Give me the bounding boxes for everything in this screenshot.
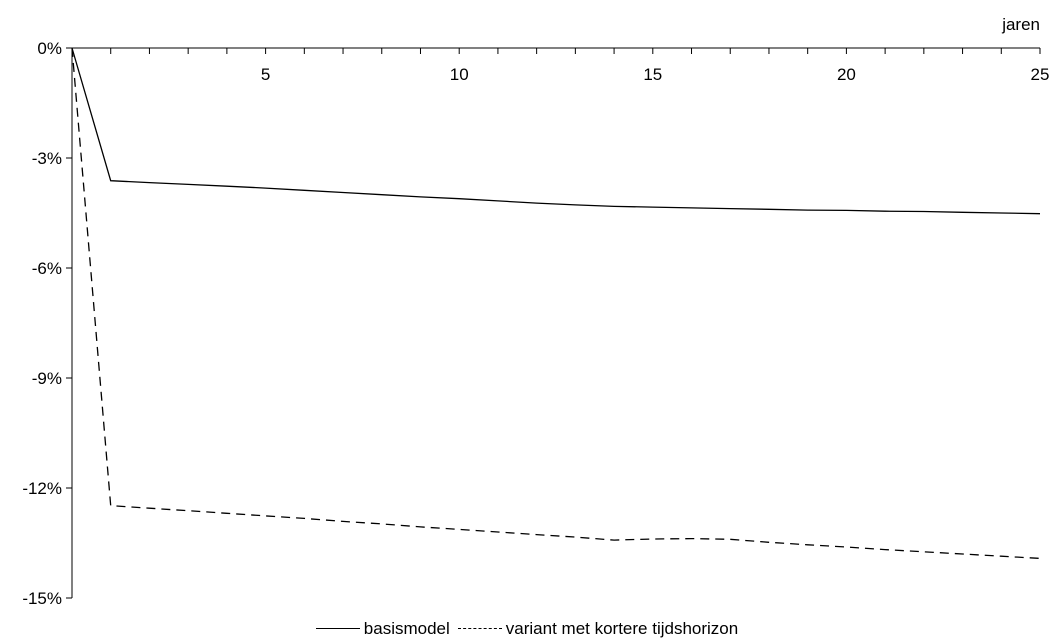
x-tick-label: 25 [1031,65,1050,84]
legend-item-variant: variant met kortere tijdshorizon [450,619,738,638]
x-tick-label: 10 [450,65,469,84]
legend-label-basismodel: basismodel [363,619,450,638]
x-tick-label: 20 [837,65,856,84]
chart-axes: 5 10 15 20 25 0% -3% -6% -9% -12% -15% [22,39,1049,608]
legend-swatch-solid [315,628,360,629]
y-tick-label: -12% [22,479,62,498]
series-line-basismodel [71,47,1041,215]
chart-legend: basismodel variant met kortere tijdshori… [0,619,1054,638]
legend-item-basismodel: basismodel [315,619,450,638]
series-line-variant [71,47,1041,560]
x-axis-label: jaren [1001,15,1040,34]
y-tick-label: -9% [32,369,62,388]
legend-label-variant: variant met kortere tijdshorizon [505,619,739,638]
line-chart: 5 10 15 20 25 0% -3% -6% -9% -12% -15% jaren [22,15,1049,608]
y-tick-label: -15% [22,589,62,608]
x-tick-label: 15 [643,65,662,84]
x-tick-label: 5 [261,65,270,84]
chart-series [71,47,1041,560]
y-tick-label: -3% [32,149,62,168]
legend-swatch-dashed [457,628,502,629]
y-tick-label: 0% [37,39,62,58]
y-tick-label: -6% [32,259,62,278]
